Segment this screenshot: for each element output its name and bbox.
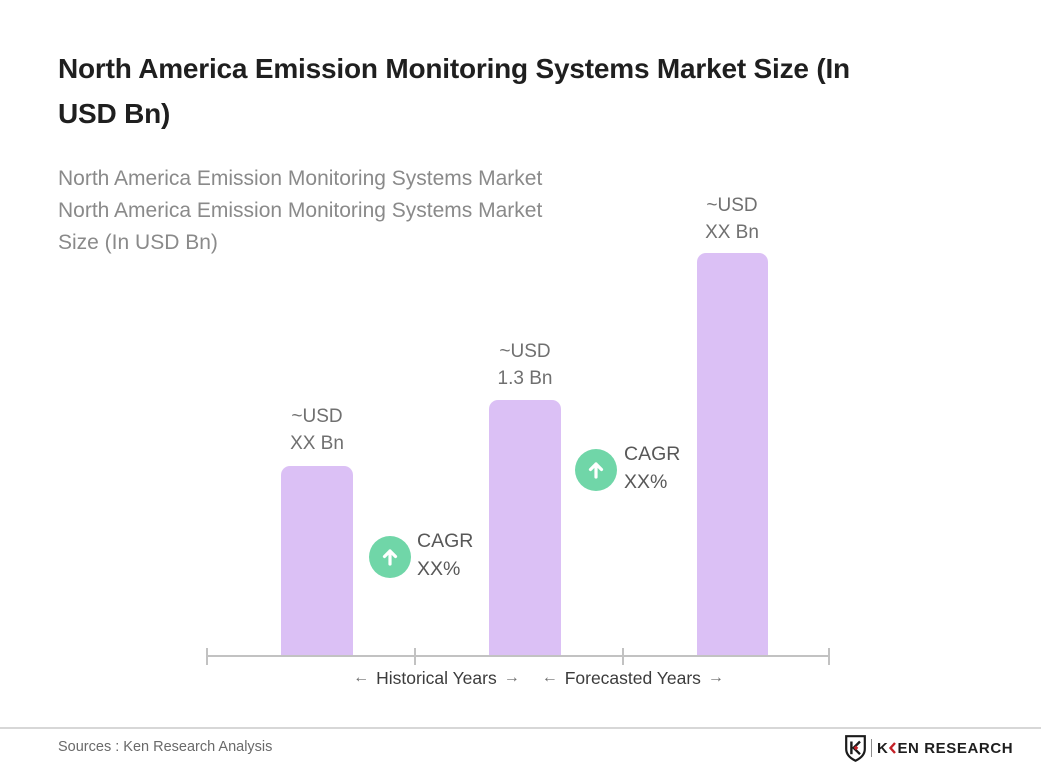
x-axis-line [207,655,830,657]
bar-current [489,400,561,656]
x-axis-tick [622,648,624,665]
historical-years-label: Historical Years [376,668,497,688]
logo-rest-text: EN RESEARCH [897,739,1014,757]
logo-red-chevron-icon [889,742,897,754]
bar-value-label: ~USD XX Bn [242,403,392,457]
historical-years-group: ← Historical Years → [353,666,520,690]
bar-value-line-1: ~USD [706,195,758,216]
bar-value-line-2: 1.3 Bn [497,368,553,389]
x-axis-tick [828,648,830,665]
cagr-label-line-1: CAGR [624,443,681,465]
chart-subtitle-line-1: North America Emission Monitoring System… [58,167,543,190]
x-axis-tick [414,648,416,665]
bar-value-line-1: ~USD [499,341,551,362]
logo-wordmark: K EN RESEARCH [877,740,1013,757]
page-title-line-2: USD Bn) [58,98,171,129]
sources-text: Sources : Ken Research Analysis [58,739,273,755]
ken-research-logo: K EN RESEARCH [845,734,1013,762]
bar-historical [281,466,353,656]
arrow-up-icon [382,549,398,566]
page-title-line-1: North America Emission Monitoring System… [58,53,850,84]
bar-value-line-1: ~USD [291,406,343,427]
cagr-label-line-2: XX% [417,558,461,580]
bar-value-line-2: XX Bn [705,222,759,243]
bar-forecast [697,253,768,656]
cagr-up-arrow-icon [575,449,617,491]
arrow-right-icon: → [503,669,520,686]
arrow-right-icon: → [707,669,724,686]
arrow-left-icon: ← [353,669,370,686]
logo-k-letter: K [877,739,889,757]
cagr-label-line-2: XX% [624,471,668,493]
chart-subtitle-line-3: Size (In USD Bn) [58,231,218,254]
chart-subtitle: North America Emission Monitoring System… [58,163,718,259]
forecasted-years-group: ← Forecasted Years → [542,666,724,690]
cagr-label-line-1: CAGR [417,530,474,552]
arrow-up-icon [588,462,604,479]
bar-value-label: ~USD 1.3 Bn [450,338,600,392]
bar-value-line-2: XX Bn [290,433,344,454]
cagr-label: CAGR XX% [624,440,680,496]
forecasted-years-label: Forecasted Years [564,668,701,688]
cagr-up-arrow-icon [369,536,411,578]
ken-research-shield-icon [845,734,866,762]
x-axis-group-labels: ← Historical Years → ← Forecasted Years … [227,666,850,690]
chart-subtitle-line-2: North America Emission Monitoring System… [58,199,543,222]
arrow-left-icon: ← [541,669,558,686]
cagr-label: CAGR XX% [417,527,473,583]
bar-value-label: ~USD XX Bn [657,192,807,246]
page-title: North America Emission Monitoring System… [58,46,1018,136]
footer-divider [0,727,1041,729]
x-axis-tick [206,648,208,665]
logo-divider [871,739,872,757]
